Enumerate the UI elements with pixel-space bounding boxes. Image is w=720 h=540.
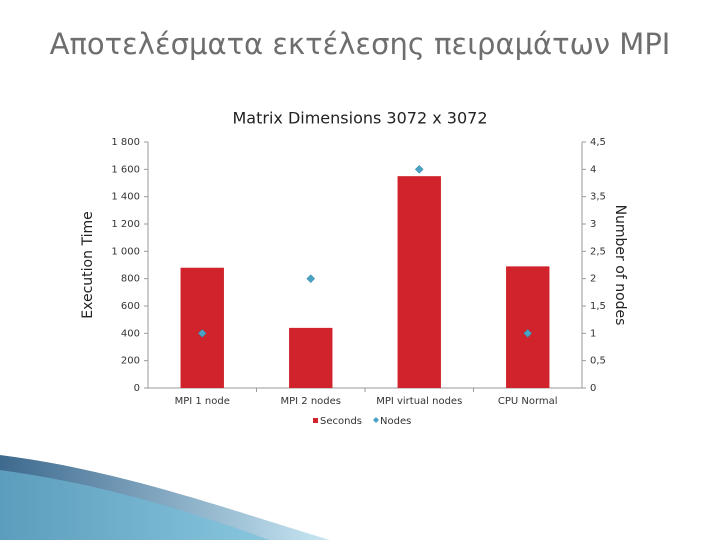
y-tick-label: 800 <box>121 274 140 285</box>
y-axis-title: Execution Time <box>80 211 96 318</box>
y2-tick-label: 4 <box>590 164 596 175</box>
x-tick-label: MPI virtual nodes <box>376 396 462 407</box>
legend-label: Nodes <box>380 416 411 427</box>
marker <box>197 328 207 338</box>
marker <box>306 274 316 284</box>
y-tick-label: 1 400 <box>111 192 140 203</box>
bar <box>180 267 224 388</box>
y-tick-label: 0 <box>134 383 140 394</box>
y-tick-label: 1 000 <box>111 246 140 257</box>
y2-tick-label: 1,5 <box>590 301 606 312</box>
decoration <box>0 470 270 540</box>
marker <box>414 164 424 174</box>
y2-axis-title: Number of nodes <box>612 205 628 326</box>
y2-tick-label: 0 <box>590 383 596 394</box>
y2-tick-label: 0,5 <box>590 356 606 367</box>
y2-tick-label: 2 <box>590 274 596 285</box>
y-tick-label: 1 600 <box>111 164 140 175</box>
bar <box>506 266 550 388</box>
y-tick-label: 400 <box>121 328 140 339</box>
legend-swatch <box>373 417 379 423</box>
y-tick-label: 200 <box>121 356 140 367</box>
x-tick-label: MPI 1 node <box>175 396 230 407</box>
bar <box>289 327 333 388</box>
slide-title: Αποτελέσματα εκτέλεσης πειραμάτων MPI <box>50 27 671 61</box>
y-tick-label: 1 800 <box>111 137 140 148</box>
legend-label: Seconds <box>320 416 362 427</box>
marker <box>523 328 533 338</box>
y2-tick-label: 3,5 <box>590 192 606 203</box>
chart-title: Matrix Dimensions 3072 x 3072 <box>232 109 487 128</box>
x-tick-label: CPU Normal <box>498 396 558 407</box>
bar <box>397 176 441 388</box>
y2-tick-label: 3 <box>590 219 596 230</box>
y-tick-label: 1 200 <box>111 219 140 230</box>
y2-tick-label: 1 <box>590 328 596 339</box>
y2-tick-label: 4,5 <box>590 137 606 148</box>
x-tick-label: MPI 2 nodes <box>281 396 342 407</box>
y2-tick-label: 2,5 <box>590 246 606 257</box>
y-tick-label: 600 <box>121 301 140 312</box>
legend-swatch <box>313 418 318 423</box>
